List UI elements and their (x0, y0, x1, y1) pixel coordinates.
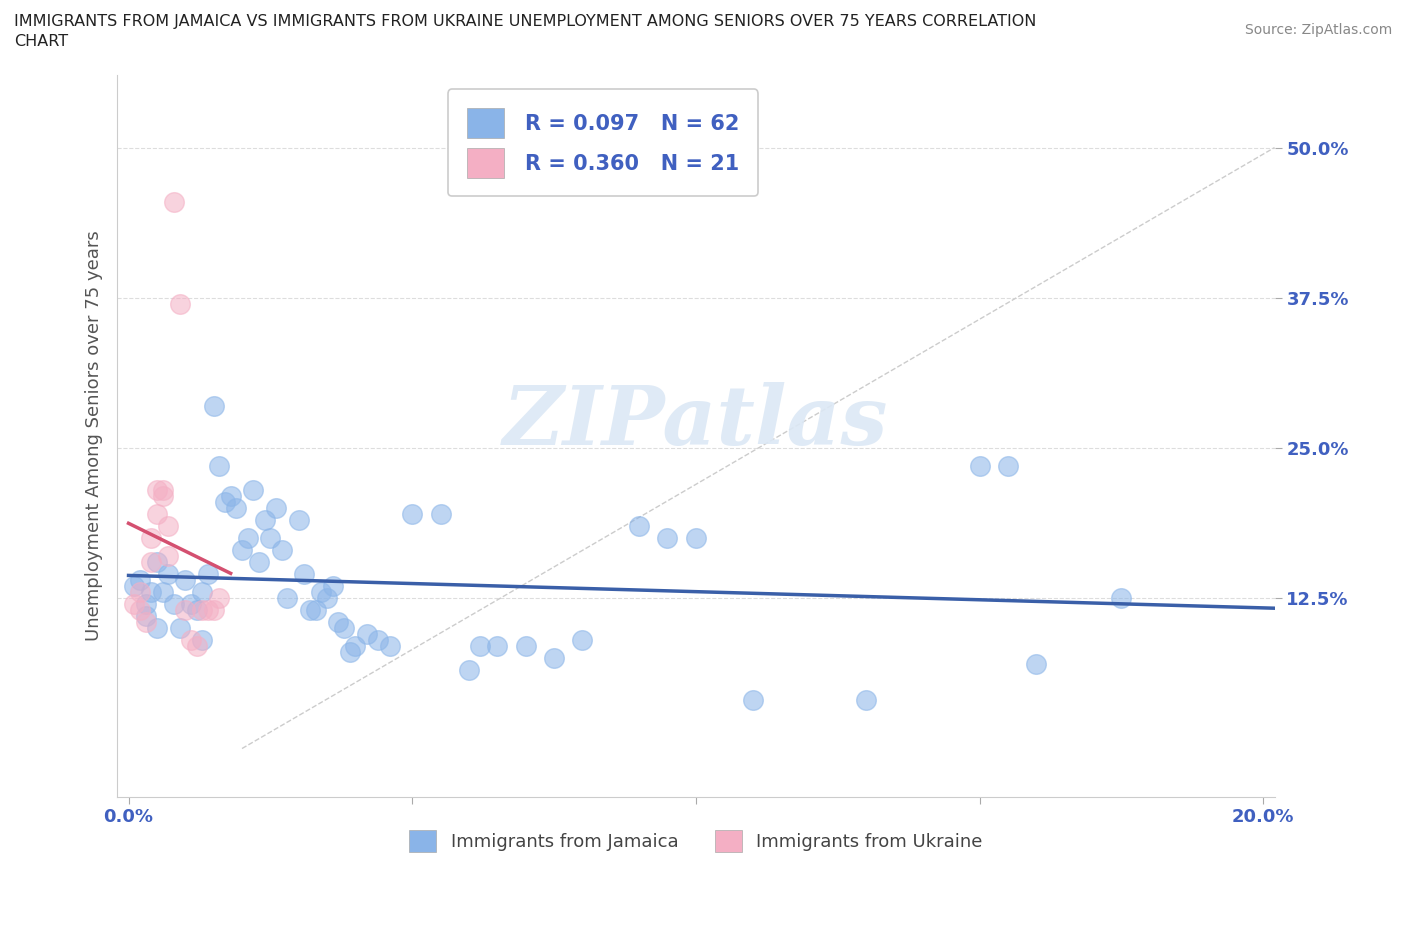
Point (214, 495, 236, 510)
Point (141, 555, 163, 570)
Point (741, 693, 763, 708)
Point (174, 603, 197, 618)
Point (855, 693, 877, 708)
Point (470, 639, 492, 654)
Point (299, 603, 322, 618)
Text: ZIPatlas: ZIPatlas (503, 381, 889, 461)
Point (305, 603, 328, 618)
Point (264, 500, 287, 515)
Point (174, 573, 197, 588)
Point (247, 555, 270, 570)
Text: CHART: CHART (14, 34, 67, 49)
Point (122, 597, 145, 612)
Point (122, 578, 145, 593)
Point (202, 399, 225, 414)
Point (202, 603, 225, 618)
Point (571, 633, 593, 648)
Point (276, 591, 298, 605)
Text: IMMIGRANTS FROM JAMAICA VS IMMIGRANTS FROM UKRAINE UNEMPLOYMENT AMONG SENIORS OV: IMMIGRANTS FROM JAMAICA VS IMMIGRANTS FR… (14, 14, 1036, 29)
Point (208, 591, 231, 605)
Point (401, 507, 423, 522)
Text: Source: ZipAtlas.com: Source: ZipAtlas.com (1244, 23, 1392, 37)
Point (135, 609, 157, 624)
Point (259, 531, 281, 546)
Point (208, 458, 231, 473)
Point (146, 621, 169, 636)
Point (157, 549, 180, 564)
Point (128, 585, 150, 600)
Point (225, 500, 247, 515)
Point (197, 603, 219, 618)
Point (458, 663, 481, 678)
Point (311, 585, 333, 600)
Point (997, 458, 1019, 473)
Point (231, 543, 253, 558)
Point (186, 603, 208, 618)
Point (141, 585, 163, 600)
Point (543, 651, 565, 666)
Point (378, 639, 401, 654)
Point (191, 585, 214, 600)
Point (236, 531, 259, 546)
Point (157, 519, 180, 534)
Point (146, 555, 169, 570)
Point (294, 566, 316, 581)
Point (328, 615, 350, 630)
Point (197, 566, 219, 581)
Point (146, 507, 169, 522)
Point (186, 639, 208, 654)
Point (141, 531, 163, 546)
Point (486, 639, 509, 654)
Point (146, 483, 169, 498)
Point (191, 633, 214, 648)
Point (515, 639, 537, 654)
Point (287, 512, 309, 527)
Point (429, 507, 451, 522)
Point (152, 483, 174, 498)
Point (344, 639, 367, 654)
Point (333, 621, 356, 636)
Point (180, 597, 202, 612)
Point (367, 633, 389, 648)
Point (1111, 591, 1133, 605)
Point (169, 297, 191, 312)
Point (169, 621, 191, 636)
Point (339, 644, 361, 659)
Point (242, 483, 264, 498)
Point (163, 597, 186, 612)
Point (180, 633, 202, 648)
Point (163, 194, 186, 209)
Point (152, 488, 174, 503)
Point (191, 603, 214, 618)
Point (1025, 657, 1047, 671)
Point (322, 578, 344, 593)
Point (628, 519, 651, 534)
Legend: Immigrants from Jamaica, Immigrants from Ukraine: Immigrants from Jamaica, Immigrants from… (402, 823, 990, 859)
Point (128, 603, 150, 618)
Point (316, 591, 339, 605)
Point (219, 488, 242, 503)
Point (270, 543, 292, 558)
Y-axis label: Unemployment Among Seniors over 75 years: Unemployment Among Seniors over 75 years (86, 231, 103, 642)
Point (128, 573, 150, 588)
Point (152, 585, 174, 600)
Point (253, 512, 276, 527)
Point (356, 627, 378, 642)
Point (969, 458, 991, 473)
Point (135, 597, 157, 612)
Point (157, 566, 180, 581)
Point (135, 615, 157, 630)
Point (657, 531, 679, 546)
Point (685, 531, 707, 546)
